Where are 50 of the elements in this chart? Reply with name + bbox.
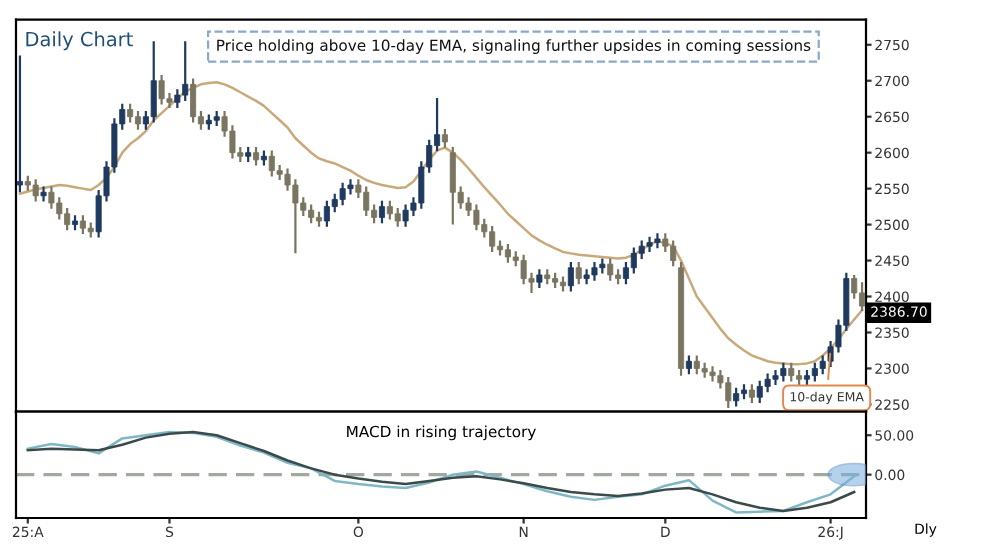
candlestick: [733, 386, 740, 408]
candlestick: [811, 361, 818, 383]
candlestick: [607, 257, 614, 282]
candlestick: [182, 40, 189, 102]
candlestick: [386, 199, 393, 221]
candlestick: [268, 149, 275, 178]
candlestick: [591, 260, 598, 282]
candlestick: [780, 361, 787, 383]
candlestick: [32, 178, 39, 203]
candlestick: [536, 268, 543, 289]
candlestick: [756, 379, 763, 405]
candlestick: [504, 242, 511, 264]
candlestick: [158, 73, 165, 106]
candlestick: [253, 145, 260, 167]
candlestick: [622, 260, 629, 286]
candlestick: [630, 246, 637, 275]
candlestick: [40, 185, 47, 203]
candlestick: [748, 383, 755, 405]
candlestick: [150, 40, 157, 124]
candlestick: [331, 192, 338, 214]
candlestick: [567, 260, 574, 293]
candlestick: [402, 203, 409, 228]
candlestick: [16, 54, 23, 194]
candlestick: [449, 145, 456, 226]
candlestick: [575, 260, 582, 286]
candlestick: [190, 77, 197, 124]
candlestick: [308, 203, 315, 225]
candlestick: [323, 199, 330, 228]
candlestick: [859, 281, 866, 313]
candlestick: [339, 181, 346, 207]
candlestick: [127, 102, 134, 124]
line-series: [18, 80, 864, 366]
candlestick: [685, 354, 692, 376]
candlestick: [489, 224, 496, 254]
candlestick: [520, 253, 527, 286]
candlestick: [788, 361, 795, 383]
candlestick: [473, 203, 480, 232]
candlestick: [394, 206, 401, 228]
candlestick: [851, 273, 858, 300]
candlestick: [64, 206, 71, 232]
candlestick: [441, 127, 448, 149]
candlestick: [79, 214, 86, 236]
candlestick: [134, 109, 142, 131]
candlestick: [670, 239, 677, 268]
candlestick: [693, 354, 700, 376]
candlestick: [819, 354, 826, 376]
text: Daily Chart: [26, 31, 133, 51]
candlestick: [378, 199, 385, 225]
candlestick: [363, 185, 370, 218]
candlestick: [725, 375, 732, 410]
